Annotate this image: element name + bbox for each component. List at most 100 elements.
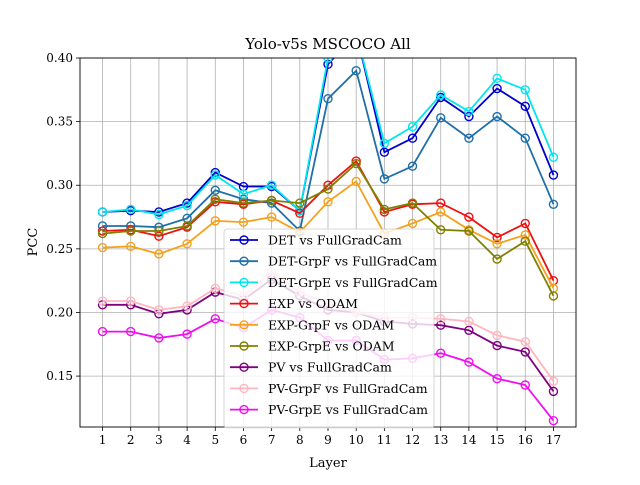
legend-label: PV-GrpF vs FullGradCam [268, 381, 428, 396]
data-point [210, 170, 220, 180]
data-point [379, 147, 390, 157]
data-point [464, 357, 474, 367]
x-tick-label: 4 [183, 433, 191, 447]
data-point [97, 207, 108, 217]
data-point [238, 189, 249, 199]
data-point [154, 249, 164, 259]
data-point [407, 218, 418, 229]
series-line [102, 162, 555, 297]
data-point [154, 209, 164, 220]
data-point [154, 305, 164, 315]
x-tick-label: 1 [99, 433, 107, 447]
data-point [548, 386, 559, 397]
legend-item: PV-GrpE vs FullGradCam [230, 402, 428, 417]
data-point [520, 133, 530, 143]
data-point [436, 225, 446, 235]
x-tick-label: 7 [268, 433, 276, 447]
data-point [182, 239, 192, 249]
legend-item: EXP vs ODAM [230, 296, 358, 311]
y-tick-label: 0.35 [46, 115, 73, 129]
data-point [492, 83, 502, 94]
x-axis-label: Layer [309, 456, 347, 471]
y-tick-label: 0.20 [46, 305, 73, 319]
data-point [97, 228, 108, 239]
data-point [492, 373, 502, 384]
y-tick-label: 0.40 [46, 51, 73, 65]
data-point [266, 212, 277, 222]
legend-marker [239, 404, 249, 415]
data-point [436, 207, 446, 217]
data-point [520, 85, 530, 95]
legend: DET vs FullGradCam DET-GrpF vs FullGradCa… [223, 228, 438, 429]
data-point [97, 226, 108, 236]
data-point [379, 174, 390, 184]
data-point [351, 66, 361, 76]
legend-marker [239, 256, 249, 266]
data-point [548, 376, 559, 386]
data-point [154, 207, 164, 217]
data-point [492, 254, 502, 264]
x-tick-label: 2 [127, 433, 135, 447]
legend-label: EXP-GrpF vs ODAM [268, 317, 394, 332]
data-point [464, 226, 474, 236]
data-point [520, 101, 530, 112]
data-point [548, 291, 559, 301]
series-line [102, 68, 555, 233]
data-point [548, 152, 559, 162]
data-point [492, 111, 502, 122]
x-tick-label: 12 [405, 433, 420, 447]
data-point [154, 231, 164, 241]
data-point [520, 230, 530, 240]
data-point [520, 337, 530, 347]
data-point [210, 283, 220, 294]
data-point [492, 73, 502, 84]
data-point [548, 170, 559, 180]
data-point [210, 314, 220, 324]
data-point [407, 161, 418, 171]
data-point [182, 198, 192, 208]
data-point [126, 241, 136, 252]
data-point [295, 208, 305, 218]
legend-label: DET vs FullGradCam [268, 233, 402, 248]
data-point [97, 296, 108, 306]
x-tick-label: 3 [155, 433, 163, 447]
data-point [182, 301, 192, 311]
data-point [436, 348, 446, 358]
y-tick-label: 0.30 [46, 178, 73, 192]
data-point [379, 204, 390, 215]
series-line [102, 58, 555, 213]
data-point [210, 185, 220, 196]
x-tick-label: 10 [349, 433, 364, 447]
data-point [266, 195, 277, 206]
legend-item: DET-GrpF vs FullGradCam [230, 254, 437, 269]
legend-marker [239, 362, 249, 372]
data-point [407, 133, 418, 143]
data-point [154, 226, 164, 236]
series-3 [97, 58, 559, 220]
data-point [436, 90, 446, 100]
data-point [436, 198, 446, 208]
data-point [210, 197, 220, 207]
legend-item: PV-GrpF vs FullGradCam [230, 381, 428, 396]
legend-label: DET-GrpF vs FullGradCam [268, 254, 437, 269]
data-point [351, 158, 361, 169]
data-point [351, 176, 361, 187]
data-point [436, 320, 446, 330]
data-point [210, 167, 220, 178]
data-point [520, 236, 530, 246]
legend-marker [239, 320, 249, 330]
data-point [436, 314, 446, 324]
data-point [323, 58, 333, 63]
series-line [102, 180, 555, 289]
data-point [266, 180, 277, 190]
x-tick-label: 14 [461, 433, 477, 447]
chart-title: Yolo-v5s MSCOCO All [244, 35, 411, 53]
x-tick-label: 11 [377, 433, 392, 447]
axes: 1 2 3 4 5 6 7 8 9 10 11 12 13 14 15 16 170.150.200.250.3… [46, 51, 577, 447]
legend-label: DET-GrpE vs FullGradCam [268, 275, 438, 290]
legend-item: DET-GrpE vs FullGradCam [230, 275, 438, 290]
legend-marker [239, 341, 249, 351]
data-point [210, 216, 220, 226]
